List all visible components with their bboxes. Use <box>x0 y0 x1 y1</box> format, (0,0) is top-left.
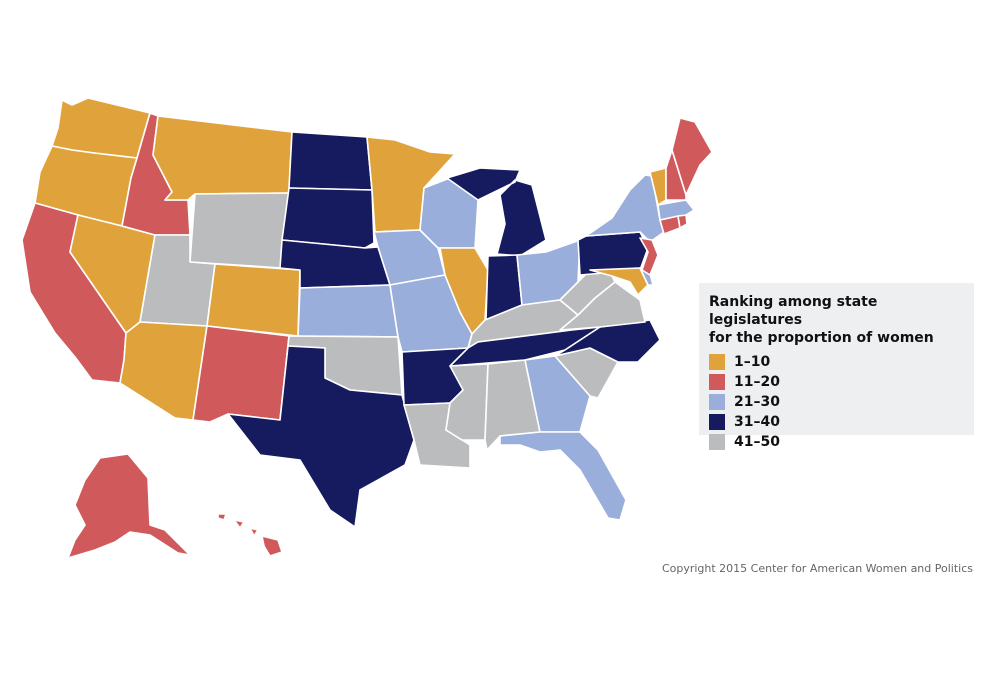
state-wyoming <box>189 192 290 269</box>
state-florida <box>499 431 627 521</box>
legend: Ranking among state legislatures for the… <box>699 283 974 450</box>
legend-item: 21–30 <box>709 392 964 412</box>
legend-swatch <box>709 414 725 430</box>
state-massachusetts <box>657 199 695 221</box>
legend-label: 21–30 <box>734 394 780 410</box>
state-south-dakota <box>281 187 375 249</box>
legend-label: 31–40 <box>734 414 780 430</box>
state-arizona <box>119 321 208 421</box>
state-new-jersey <box>639 237 659 276</box>
legend-label: 1–10 <box>734 354 771 370</box>
state-colorado <box>206 263 301 337</box>
legend-item: 31–40 <box>709 412 964 432</box>
state-new-mexico <box>192 325 290 423</box>
state-new-york <box>585 174 665 243</box>
state-georgia <box>524 355 591 433</box>
state-alaska <box>67 453 191 559</box>
state-kansas <box>297 284 399 338</box>
state-michigan <box>446 167 547 257</box>
state-north-dakota <box>288 131 373 191</box>
state-hawaii <box>217 513 283 557</box>
copyright-notice: Copyright 2015 Center for American Women… <box>661 562 973 575</box>
state-maine <box>671 117 713 196</box>
legend-item: 41–50 <box>709 432 964 452</box>
state-texas <box>227 345 415 528</box>
legend-label: 11–20 <box>734 374 780 390</box>
legend-swatch <box>709 354 725 370</box>
legend-swatch <box>709 434 725 450</box>
state-rhode-island <box>677 214 688 229</box>
state-montana <box>152 115 293 201</box>
legend-swatch <box>709 374 725 390</box>
legend-swatch <box>709 394 725 410</box>
legend-item: 11–20 <box>709 372 964 392</box>
legend-title: Ranking among state legislatures for the… <box>709 294 934 346</box>
legend-label: 41–50 <box>734 434 780 450</box>
state-new-hampshire <box>665 149 687 201</box>
legend-item: 1–10 <box>709 352 964 372</box>
